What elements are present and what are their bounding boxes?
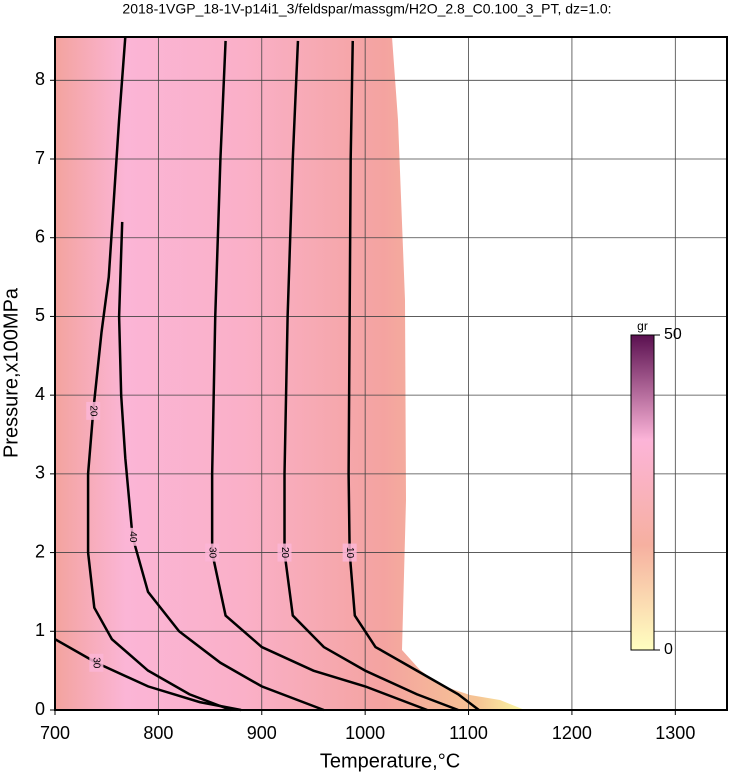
- x-tick-label: 1100: [449, 723, 488, 743]
- contour-label: 40: [127, 531, 138, 543]
- y-tick-label: 5: [35, 305, 45, 325]
- contour-line: [54, 638, 242, 712]
- contour-label-bg: [86, 401, 101, 420]
- contour-line: [210, 40, 428, 712]
- colorbar-tick-label: 50: [664, 326, 682, 343]
- y-tick-label: 0: [35, 699, 45, 719]
- contour-label: 30: [91, 657, 102, 669]
- x-tick-label: 1200: [552, 723, 592, 743]
- y-tick-label: 2: [35, 541, 45, 561]
- y-tick-label: 3: [35, 463, 45, 483]
- shaded-field: [55, 37, 525, 710]
- x-tick-label: 900: [247, 723, 277, 743]
- contour-label-bg: [89, 653, 104, 672]
- x-tick-label: 1000: [345, 723, 385, 743]
- contour-label-bg: [125, 527, 140, 546]
- y-tick-label: 6: [35, 226, 45, 246]
- colorbar-label: gr: [637, 319, 648, 333]
- colorbar: [630, 334, 655, 651]
- x-tick-label: 1300: [655, 723, 695, 743]
- plot-frame: [54, 36, 728, 711]
- colorbar-tick-label: 0: [664, 641, 673, 658]
- y-axis-label: Pressure,x100MPa: [0, 287, 22, 458]
- contour-line: [283, 40, 459, 712]
- contour-label: 10: [344, 547, 355, 559]
- x-tick-label: 800: [143, 723, 173, 743]
- contour-label: 30: [207, 547, 218, 559]
- contour-line: [347, 40, 480, 711]
- contour-label-bg: [277, 543, 292, 562]
- x-axis-label: Temperature,°C: [320, 750, 460, 772]
- contour-line: [117, 221, 325, 712]
- contour-label: 20: [88, 405, 99, 417]
- y-tick-label: 7: [35, 148, 45, 168]
- y-tick-label: 4: [35, 384, 45, 404]
- contour-label: 20: [279, 547, 290, 559]
- y-tick-label: 8: [35, 69, 45, 89]
- chart-title: 2018-1VGP_18-1V-p14i1_3/feldspar/massgm/…: [122, 1, 611, 17]
- contour-label-bg: [342, 543, 357, 562]
- y-tick-label: 1: [35, 620, 45, 640]
- contour-line: [86, 36, 232, 712]
- x-tick-label: 700: [40, 723, 70, 743]
- contour-label-bg: [205, 543, 220, 562]
